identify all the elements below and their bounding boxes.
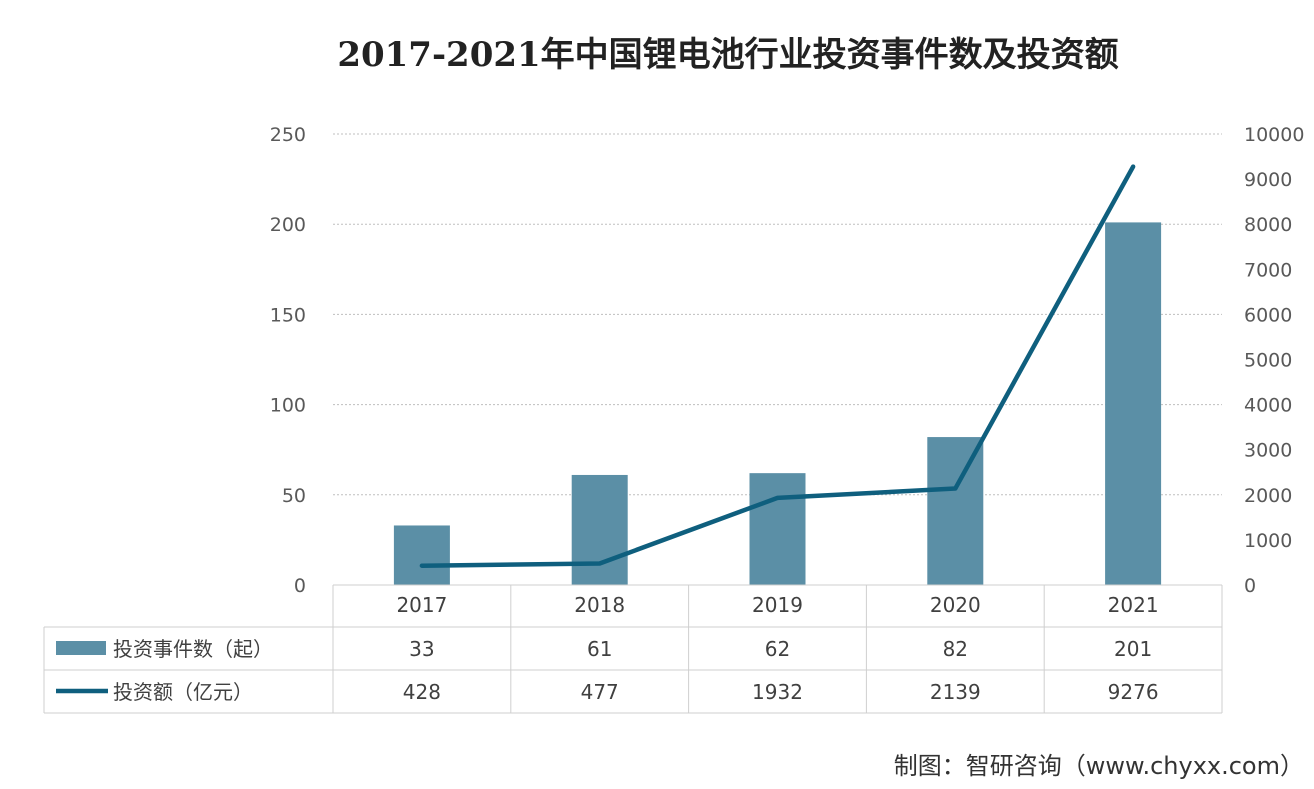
bar bbox=[571, 474, 628, 585]
line-value-cell: 1932 bbox=[752, 680, 803, 704]
bar-value-cell: 33 bbox=[409, 637, 434, 661]
right-tick-label: 4000 bbox=[1244, 395, 1292, 417]
bars-layer bbox=[393, 222, 1162, 585]
right-tick-label: 2000 bbox=[1244, 485, 1292, 507]
chart-title: 2017-2021年中国锂电池行业投资事件数及投资额 bbox=[337, 35, 1118, 75]
bar bbox=[1105, 222, 1162, 585]
investment-amount-line bbox=[419, 164, 1136, 568]
line-value-cell: 9276 bbox=[1108, 680, 1159, 704]
bar bbox=[749, 473, 806, 585]
left-tick-label: 250 bbox=[270, 124, 306, 146]
right-axis: 0 1000 2000 3000 4000 5000 6000 7000 8000 9000 100… bbox=[1244, 124, 1304, 597]
category-label: 2017 bbox=[396, 593, 447, 617]
bar-series-name: 投资事件数（起） bbox=[113, 637, 273, 661]
right-tick-label: 1000 bbox=[1244, 530, 1292, 552]
right-tick-label: 7000 bbox=[1244, 259, 1292, 281]
data-table: 2017 2018 2019 2020 2021 投资事件数（起） 投资额（亿元） 33 61 6… bbox=[43, 584, 1223, 714]
right-tick-label: 10000 bbox=[1244, 124, 1304, 146]
source-note: 制图：智研咨询（www.chyxx.com） bbox=[894, 752, 1304, 780]
line-series-name: 投资额（亿元） bbox=[113, 680, 253, 704]
bar bbox=[927, 437, 984, 585]
left-tick-label: 200 bbox=[270, 214, 306, 236]
bar-legend-key bbox=[56, 641, 106, 655]
bar-value-cell: 61 bbox=[587, 637, 612, 661]
left-tick-label: 150 bbox=[270, 304, 306, 326]
right-tick-label: 0 bbox=[1244, 575, 1256, 597]
right-tick-label: 9000 bbox=[1244, 169, 1292, 191]
bar-value-cell: 82 bbox=[943, 637, 968, 661]
line-value-cell: 477 bbox=[581, 680, 619, 704]
line-value-cell: 2139 bbox=[930, 680, 981, 704]
bar-value-cell: 201 bbox=[1114, 637, 1152, 661]
bar-value-cell: 62 bbox=[765, 637, 790, 661]
left-tick-label: 100 bbox=[270, 395, 306, 417]
left-tick-label: 50 bbox=[282, 485, 306, 507]
grid-layer bbox=[333, 133, 1222, 496]
category-label: 2020 bbox=[930, 593, 981, 617]
category-label: 2018 bbox=[574, 593, 625, 617]
left-axis: 0 50 100 150 200 250 bbox=[270, 124, 306, 597]
line-value-cell: 428 bbox=[403, 680, 441, 704]
line-layer bbox=[419, 164, 1136, 568]
left-tick-label: 0 bbox=[294, 575, 306, 597]
right-tick-label: 8000 bbox=[1244, 214, 1292, 236]
bar bbox=[393, 525, 450, 585]
right-tick-label: 6000 bbox=[1244, 304, 1292, 326]
right-tick-label: 5000 bbox=[1244, 350, 1292, 372]
category-label: 2019 bbox=[752, 593, 803, 617]
right-tick-label: 3000 bbox=[1244, 440, 1292, 462]
category-label: 2021 bbox=[1108, 593, 1159, 617]
